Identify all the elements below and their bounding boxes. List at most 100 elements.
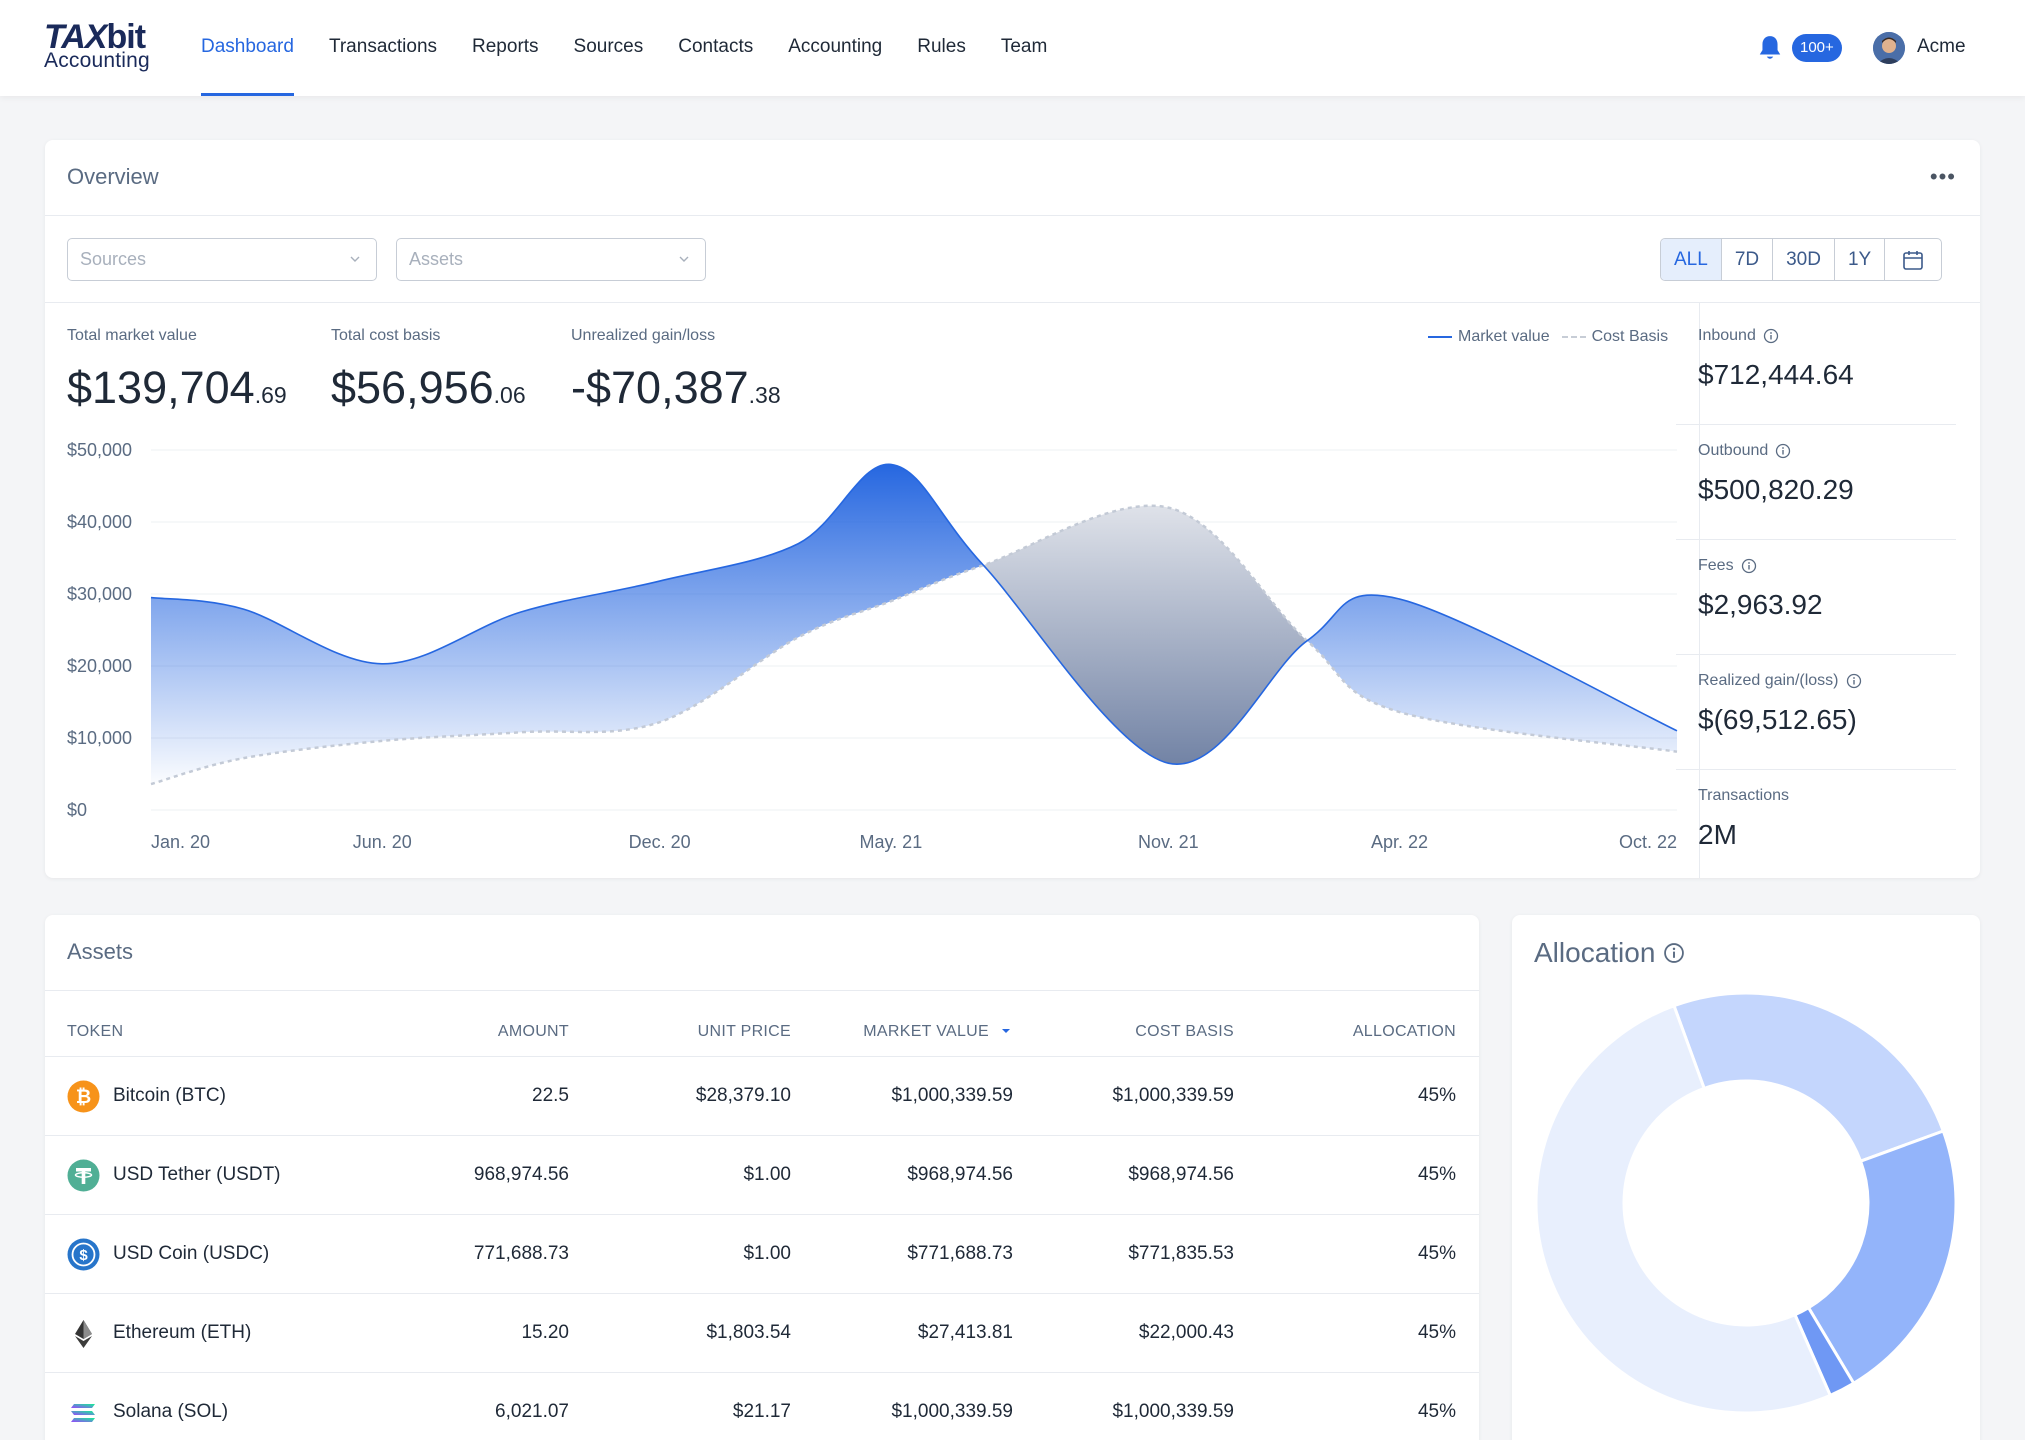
cell-alloc: 45% [1417,1401,1456,1422]
user-menu[interactable]: Acme [1917,36,1966,57]
column-header-market-value[interactable]: MARKET VALUE [863,1023,1013,1041]
x-tick-label: Jun. 20 [353,832,412,852]
column-header-allocation: ALLOCATION [1353,1023,1456,1041]
divider [1676,424,1956,425]
side-stat-label: Fees [1698,557,1956,575]
stat-value-whole: $139,704 [67,362,255,413]
nav-links: Dashboard Transactions Reports Sources Conta… [201,0,1082,96]
nav-dashboard[interactable]: Dashboard [201,0,294,96]
token-name: Solana (SOL) [113,1401,229,1422]
nav-contacts[interactable]: Contacts [678,36,754,57]
cell-cost: $1,000,339.59 [1112,1401,1234,1422]
nav-rules[interactable]: Rules [917,36,966,57]
token-name: USD Tether (USDT) [113,1164,281,1185]
table-row[interactable]: Solana (SOL) 6,021.07 $21.17 $1,000,339.59 $… [45,1372,1479,1440]
info-icon[interactable] [1663,942,1685,964]
table-row[interactable]: USD Tether (USDT) 968,974.56 $1.00 $968,974… [45,1135,1479,1214]
cell-amount: 968,974.56 [473,1164,569,1185]
info-icon[interactable] [1846,673,1862,689]
nav-sources[interactable]: Sources [573,36,644,57]
column-header-unit-price: UNIT PRICE [698,1023,791,1041]
cell-cost: $771,835.53 [1128,1243,1234,1264]
notification-badge[interactable]: 100+ [1792,34,1842,62]
y-tick-label: $30,000 [67,584,132,604]
cell-price: $1,803.54 [706,1322,791,1343]
range-30d-button[interactable]: 30D [1773,239,1835,280]
range-all-button[interactable]: ALL [1661,239,1722,280]
usdc-icon: $ [67,1238,100,1271]
market-value-line [150,463,1678,765]
stat-value: $139,704.69 [67,362,287,414]
logo-subtitle: Accounting [44,49,150,72]
calendar-button[interactable] [1885,239,1941,280]
svg-text:₿: ₿ [76,1087,91,1108]
more-options-button[interactable]: ••• [1929,164,1956,189]
range-1y-button[interactable]: 1Y [1835,239,1886,280]
side-stat-label-text: Transactions [1698,787,1789,804]
side-stat-value: $2,963.92 [1698,589,1823,620]
column-header-text: COST BASIS [1135,1023,1234,1040]
stat-value: $56,956.06 [331,362,526,414]
cell-alloc: 45% [1417,1243,1456,1264]
bell-icon[interactable] [1757,34,1783,62]
x-tick-label: May. 21 [860,832,923,852]
vertical-divider [1699,302,1700,878]
stat-value-cents: .06 [493,382,526,408]
stat-value-whole: $56,956 [331,362,494,413]
side-stat-value: 2M [1698,819,1737,850]
info-icon[interactable] [1775,443,1791,459]
divider [1676,769,1956,770]
allocation-slice-3[interactable] [1534,1003,1833,1415]
sources-select[interactable]: Sources [67,238,377,281]
allocation-slice-1[interactable] [1806,1129,1958,1386]
column-header-text: UNIT PRICE [697,1023,791,1040]
column-header-token: TOKEN [67,1023,123,1041]
side-stat-0: Inbound $712,444.64 [1676,327,1956,425]
taxbit-logo[interactable]: TAXbit Accounting [44,18,174,78]
divider [1676,539,1956,540]
gain-area [151,464,1677,785]
nav-team[interactable]: Team [1000,36,1048,57]
table-row[interactable]: ₿ Bitcoin (BTC) 22.5 $28,379.10 $1,000,339.5… [45,1056,1479,1135]
sort-desc-icon[interactable] [999,1026,1013,1036]
side-stat-label: Realized gain/(loss) [1698,672,1956,690]
avatar[interactable] [1873,32,1905,64]
allocation-slice-0[interactable] [1672,991,1946,1164]
cell-price: $28,379.10 [695,1085,791,1106]
legend-cost-swatch [1561,336,1586,338]
cell-market: $27,413.81 [917,1322,1013,1343]
side-stat-label-text: Outbound [1698,442,1769,459]
info-icon[interactable] [1741,558,1757,574]
nav-transactions[interactable]: Transactions [328,36,438,57]
range-7d-button[interactable]: 7D [1722,239,1774,280]
cell-cost: $22,000.43 [1138,1322,1234,1343]
assets-select[interactable]: Assets [396,238,706,281]
cell-market: $771,688.73 [907,1243,1013,1264]
table-row[interactable]: $ USD Coin (USDC) 771,688.73 $1.00 $771,688.… [45,1214,1479,1293]
assets-placeholder: Assets [409,249,464,269]
x-tick-label: Oct. 22 [1619,832,1677,852]
side-stat-value: $712,444.64 [1698,359,1854,390]
x-tick-label: Nov. 21 [1138,832,1199,852]
cell-price: $1.00 [743,1164,791,1185]
stat-value-cents: .38 [748,382,781,408]
calendar-icon [1903,250,1924,270]
side-stat-2: Fees $2,963.92 [1676,557,1956,655]
info-icon[interactable] [1763,328,1779,344]
legend-market-label: Market value [1458,328,1550,345]
side-stat-value: $500,820.29 [1698,474,1854,505]
y-tick-label: $10,000 [67,728,132,748]
cell-amount: 771,688.73 [473,1243,569,1264]
ethereum-icon [75,1320,92,1348]
table-row[interactable]: Ethereum (ETH) 15.20 $1,803.54 $27,413.81 $2… [45,1293,1479,1372]
divider [45,215,1980,216]
column-header-cost-basis: COST BASIS [1135,1023,1234,1041]
stat-value-cents: .69 [254,382,287,408]
cell-amount: 15.20 [521,1322,569,1343]
y-tick-label: $50,000 [67,440,132,460]
overview-card: Overview ••• Sources Assets ALL 7D 30D 1Y T… [45,140,1980,878]
column-header-text: TOKEN [67,1023,124,1040]
nav-reports[interactable]: Reports [472,36,539,57]
nav-accounting[interactable]: Accounting [788,36,883,57]
chevron-down-icon [679,256,689,262]
